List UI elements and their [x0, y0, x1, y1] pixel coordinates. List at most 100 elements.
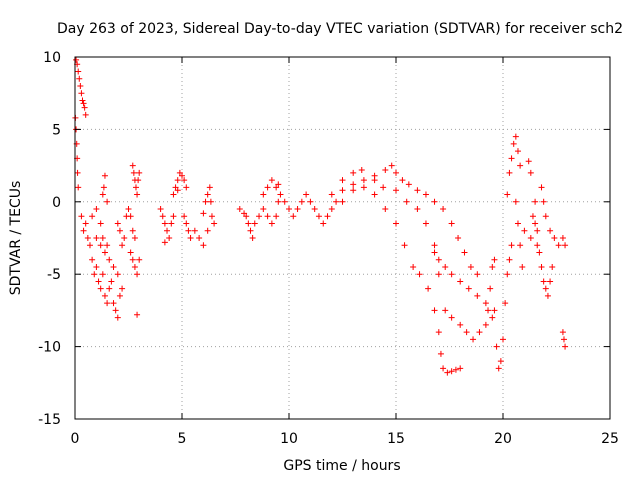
data-point: [371, 191, 378, 198]
data-point: [328, 206, 335, 213]
data-point: [208, 213, 215, 220]
x-tick-label: 0: [71, 431, 80, 447]
data-point: [388, 162, 395, 169]
data-point: [360, 184, 367, 191]
data-point: [482, 321, 489, 328]
data-point: [540, 198, 547, 205]
data-point: [448, 220, 455, 227]
data-point: [350, 169, 357, 176]
y-tick-label: 0: [52, 195, 61, 211]
data-point: [482, 300, 489, 307]
data-point: [104, 242, 111, 249]
data-point: [474, 271, 481, 278]
data-point: [382, 206, 389, 213]
data-point: [440, 206, 447, 213]
data-point: [431, 242, 438, 249]
data-point: [442, 307, 449, 314]
y-tick-labels: 10 5 0 -5 -10 -15: [38, 50, 61, 428]
y-tick-label: 5: [52, 122, 61, 138]
data-point: [174, 187, 181, 194]
data-point: [425, 285, 432, 292]
data-point: [542, 285, 549, 292]
data-point: [444, 369, 451, 376]
data-point: [303, 191, 310, 198]
data-point: [181, 213, 188, 220]
data-point: [77, 82, 84, 89]
data-point: [399, 177, 406, 184]
data-point: [99, 235, 106, 241]
data-point: [508, 155, 515, 162]
data-point: [187, 235, 194, 241]
data-point: [491, 256, 498, 263]
data-point: [549, 263, 556, 270]
data-point: [506, 256, 513, 263]
data-point: [307, 198, 314, 205]
data-point: [104, 198, 111, 205]
data-point: [135, 177, 142, 184]
data-point: [247, 227, 254, 234]
chart-title: Day 263 of 2023, Sidereal Day-to-day VTE…: [57, 21, 623, 37]
data-point: [264, 184, 271, 191]
x-tick-labels: 0 5 10 15 20 25: [71, 431, 619, 447]
data-point: [448, 271, 455, 278]
data-point: [168, 220, 175, 227]
data-point: [519, 263, 526, 270]
x-axis-label: GPS time / hours: [283, 458, 400, 474]
data-point: [457, 321, 464, 328]
data-point: [181, 177, 188, 184]
data-point: [534, 242, 541, 249]
x-tick-label: 25: [601, 431, 619, 447]
data-point: [536, 249, 543, 256]
data-point: [81, 104, 88, 111]
data-point: [268, 220, 275, 227]
data-point: [555, 242, 562, 249]
data-point: [260, 191, 267, 198]
data-point: [129, 162, 136, 169]
data-point: [437, 350, 444, 357]
data-point: [82, 111, 89, 118]
data-point: [79, 97, 86, 104]
data-point: [277, 191, 284, 198]
data-point: [129, 227, 136, 234]
data-point: [136, 256, 143, 263]
data-point: [125, 206, 132, 213]
data-point: [422, 220, 429, 227]
data-point: [183, 184, 190, 191]
data-point: [80, 227, 87, 234]
data-point: [529, 213, 536, 220]
data-point: [174, 177, 181, 184]
data-points: [72, 56, 569, 376]
x-tick-label: 10: [280, 431, 298, 447]
data-point: [91, 271, 98, 278]
data-point: [540, 278, 547, 285]
data-point: [78, 90, 85, 97]
data-point: [202, 198, 209, 205]
data-point: [350, 187, 357, 194]
data-point: [157, 206, 164, 213]
data-point: [100, 184, 107, 191]
data-point: [273, 213, 280, 220]
data-point: [491, 307, 498, 314]
data-point: [84, 235, 91, 241]
data-point: [249, 235, 256, 241]
y-tick-label: -5: [47, 267, 61, 283]
data-point: [339, 177, 346, 184]
data-point: [82, 220, 89, 227]
data-point: [440, 365, 447, 372]
data-point: [504, 271, 511, 278]
data-point: [465, 285, 472, 292]
data-point: [502, 300, 509, 307]
data-point: [350, 181, 357, 188]
data-point: [93, 263, 100, 270]
data-point: [161, 220, 168, 227]
data-point: [422, 191, 429, 198]
data-point: [435, 329, 442, 336]
data-point: [547, 227, 554, 234]
data-point: [410, 263, 417, 270]
data-point: [461, 249, 468, 256]
data-point: [463, 329, 470, 336]
data-point: [360, 177, 367, 184]
data-point: [119, 285, 126, 292]
data-point: [183, 220, 190, 227]
